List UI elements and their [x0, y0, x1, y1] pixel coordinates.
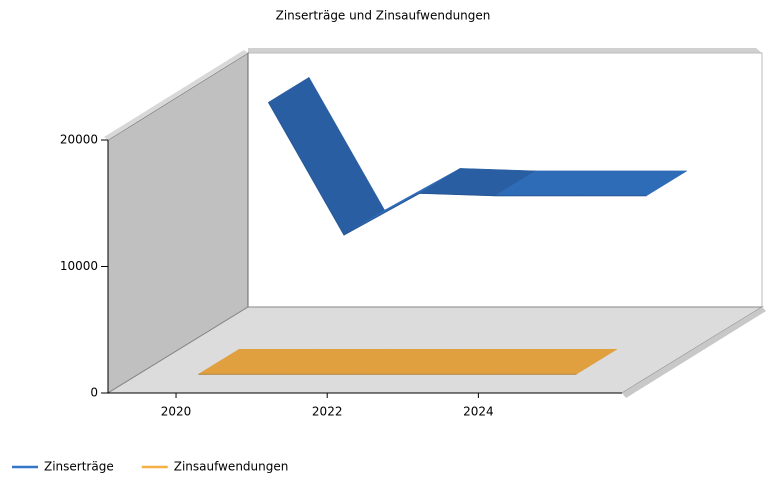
series-line [267, 101, 647, 236]
y-tick-label: 10000 [60, 259, 98, 273]
chart-title: Zinserträge und Zinsaufwendungen [276, 9, 491, 23]
legend-label: Zinsaufwendungen [174, 460, 289, 474]
legend-label: Zinserträge [44, 460, 114, 474]
x-tick-label: 2024 [463, 405, 494, 419]
wall-shadow [248, 48, 762, 53]
wall-shadow [104, 50, 248, 140]
floor-shadow [622, 307, 766, 398]
x-tick-label: 2020 [161, 405, 192, 419]
y-tick-label: 20000 [60, 133, 98, 147]
x-tick-label: 2022 [312, 405, 343, 419]
y-tick-label: 0 [90, 386, 98, 400]
